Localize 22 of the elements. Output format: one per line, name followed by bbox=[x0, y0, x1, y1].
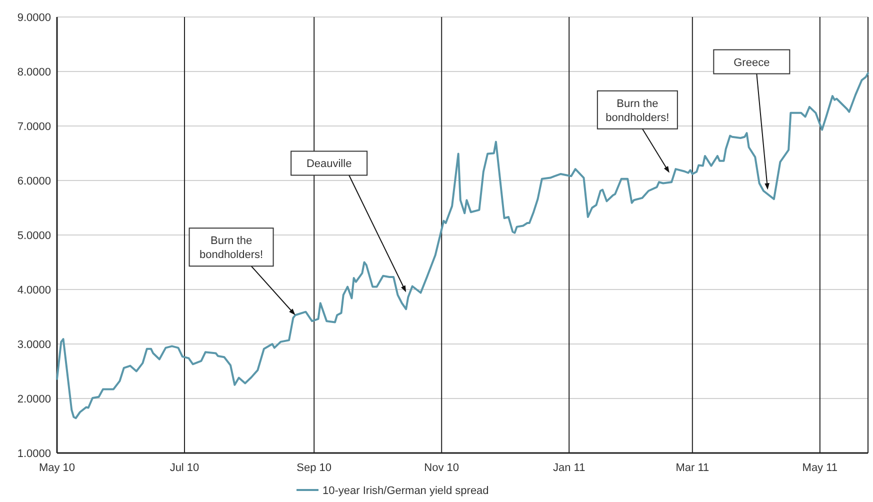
y-tick-label: 6.0000 bbox=[17, 175, 51, 188]
y-tick-label: 9.0000 bbox=[17, 12, 51, 24]
y-tick-label: 3.0000 bbox=[17, 338, 51, 351]
y-tick-label: 5.0000 bbox=[17, 230, 51, 242]
legend-label: 10-year Irish/German yield spread bbox=[322, 485, 489, 497]
y-tick-label: 8.0000 bbox=[17, 66, 51, 78]
annotation: Greece bbox=[734, 56, 770, 69]
x-tick-label: Jan 11 bbox=[552, 462, 586, 474]
x-tick-label: Nov 10 bbox=[424, 462, 460, 474]
x-tick-label: May 10 bbox=[38, 462, 76, 474]
annotation: Burn the bondholders! bbox=[199, 235, 264, 262]
x-tick-label: Jul 10 bbox=[170, 462, 200, 474]
y-tick-label: 7.0000 bbox=[17, 120, 51, 133]
y-tick-label: 4.0000 bbox=[17, 284, 51, 296]
y-tick-label: 2.0000 bbox=[17, 393, 51, 406]
y-tick-label: 1.0000 bbox=[17, 448, 51, 460]
x-tick-label: May 11 bbox=[802, 462, 838, 474]
line-series bbox=[56, 72, 869, 420]
annotation: Deauville bbox=[306, 158, 352, 170]
x-tick-label: Sep 10 bbox=[296, 462, 332, 474]
x-tick-label: Mar 11 bbox=[676, 462, 710, 474]
annotation: Burn the bondholders! bbox=[606, 98, 670, 124]
